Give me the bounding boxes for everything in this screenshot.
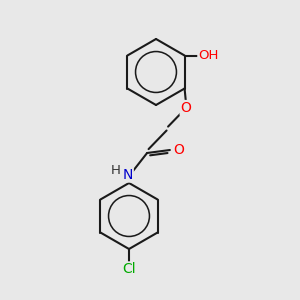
Text: O: O (181, 101, 191, 115)
Text: H: H (111, 164, 121, 177)
Text: OH: OH (198, 49, 219, 62)
Text: Cl: Cl (122, 262, 136, 276)
Text: N: N (122, 168, 133, 182)
Text: O: O (173, 143, 184, 157)
